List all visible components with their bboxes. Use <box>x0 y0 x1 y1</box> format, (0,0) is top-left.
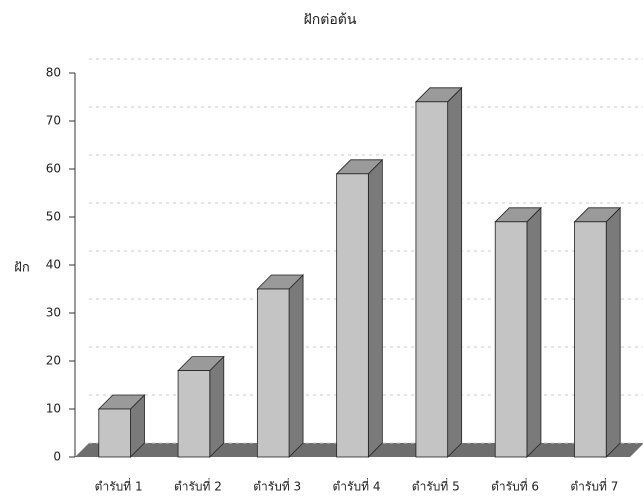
y-tick-label: 80 <box>46 66 61 80</box>
x-tick-label: ตำรับที่ 4 <box>333 478 381 494</box>
y-tick-label: 60 <box>46 162 61 176</box>
bar <box>336 173 369 458</box>
bar <box>177 370 211 458</box>
bar-side <box>288 274 304 458</box>
y-tick-label: 70 <box>46 114 61 128</box>
y-axis-label: ฝัก <box>14 261 30 276</box>
bar-side <box>447 86 463 458</box>
bar <box>494 221 528 458</box>
bar <box>415 101 449 458</box>
x-tick-label: ตำรับที่ 1 <box>95 478 143 494</box>
bar-side <box>367 158 383 458</box>
bar-side <box>526 206 542 458</box>
x-tick-label: ตำรับที่ 7 <box>570 478 618 494</box>
bar <box>256 288 290 458</box>
y-tick-label: 50 <box>46 210 61 224</box>
y-tick-label: 20 <box>46 354 61 368</box>
x-tick-label: ตำรับที่ 3 <box>253 478 301 494</box>
bar <box>574 221 607 458</box>
y-tick-label: 10 <box>46 402 61 416</box>
x-tick-label: ตำรับที่ 6 <box>491 478 539 494</box>
x-tick-label: ตำรับที่ 2 <box>174 478 222 494</box>
bar-side <box>209 355 225 458</box>
bar <box>98 408 131 458</box>
bar-side <box>605 206 621 458</box>
y-tick-label: 0 <box>53 450 61 464</box>
y-tick-label: 40 <box>46 258 61 272</box>
y-tick-label: 30 <box>46 306 61 320</box>
x-tick-label: ตำรับที่ 5 <box>412 478 460 494</box>
chart-title: ฝักต่อต้น <box>304 12 357 28</box>
